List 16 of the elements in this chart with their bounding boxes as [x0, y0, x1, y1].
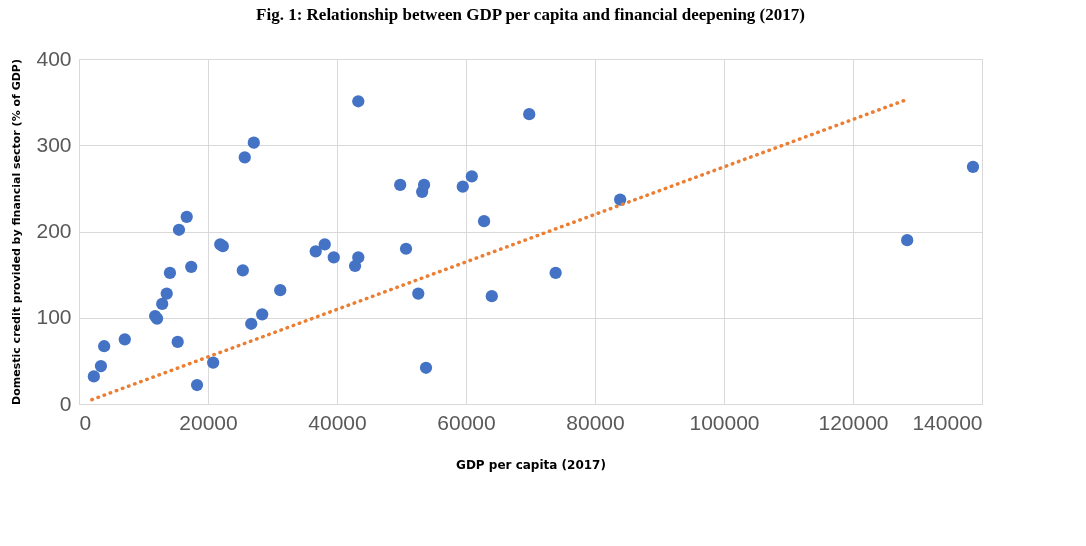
x-tick-label: 0 [79, 410, 92, 434]
chart-title: Fig. 1: Relationship between GDP per capita and financial deepening (2017) [256, 5, 805, 24]
x-tick-label: 60000 [437, 410, 496, 434]
x-axis-title: GDP per capita (2017) [456, 457, 606, 472]
x-tick-label: 20000 [179, 410, 238, 434]
x-tick-label: 100000 [689, 410, 760, 434]
y-tick-label: 0 [59, 391, 72, 415]
y-axis-title: Domestic credit provided by financial sector (% of GDP) [10, 59, 24, 405]
y-tick-label: 300 [36, 132, 72, 156]
x-tick-label: 120000 [818, 410, 889, 434]
x-tick-label: 80000 [566, 410, 625, 434]
y-tick-label: 400 [36, 46, 72, 70]
x-tick-label: 40000 [308, 410, 367, 434]
x-tick-label: 140000 [912, 410, 983, 434]
y-tick-label: 100 [36, 305, 72, 329]
y-tick-label: 200 [36, 219, 72, 242]
